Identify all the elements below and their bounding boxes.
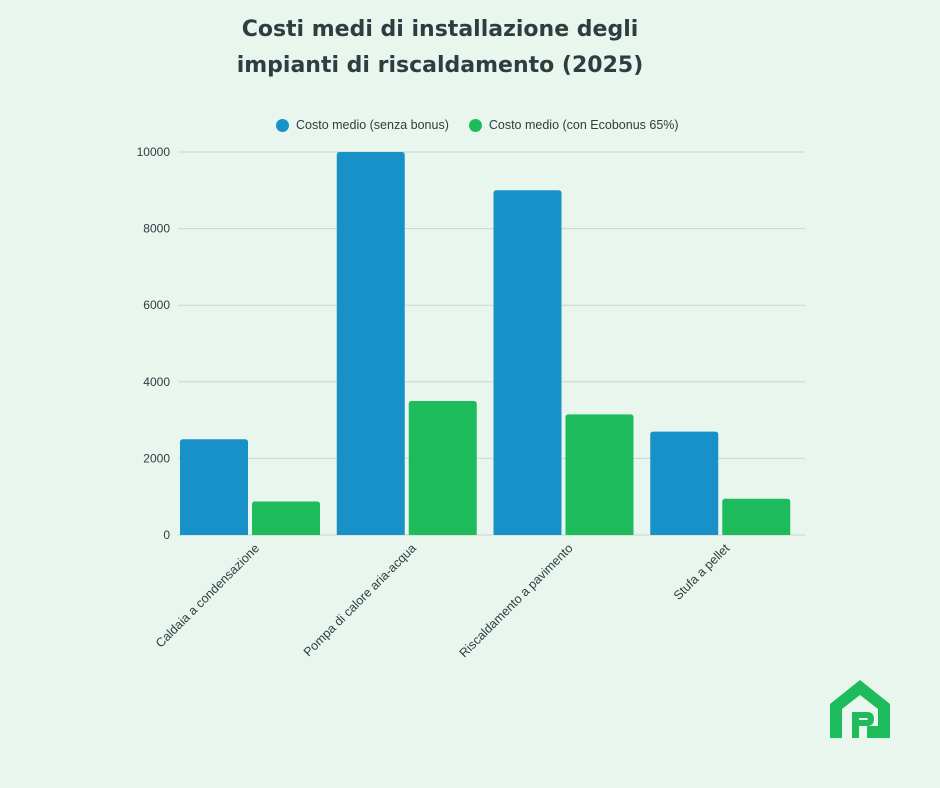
legend-swatch-blue: [276, 118, 289, 132]
y-tick-label: 10000: [137, 145, 171, 159]
x-category-label: Stufa a pellet: [671, 541, 733, 603]
y-tick-label: 4000: [143, 375, 170, 389]
y-tick-label: 0: [163, 528, 170, 542]
legend-swatch-green: [468, 118, 482, 132]
bar: [493, 190, 562, 536]
legend-item-ecobonus: Costo medio (con Ecobonus 65%): [468, 118, 679, 132]
legend-label-senza-bonus: Costo medio (senza bonus): [296, 118, 449, 132]
bar: [336, 152, 405, 535]
bar: [408, 400, 477, 535]
y-tick-label: 8000: [143, 222, 170, 236]
bar: [722, 498, 791, 535]
x-category-label: Caldaia a condensazione: [153, 541, 262, 650]
house-p-logo-icon: [830, 680, 890, 738]
legend-item-senza-bonus: Costo medio (senza bonus): [276, 118, 449, 132]
y-tick-label: 6000: [143, 298, 170, 312]
chart-title-line-1: Costi medi di installazione degli: [241, 17, 639, 42]
bar: [565, 414, 634, 535]
bar: [180, 439, 248, 535]
bar: [650, 431, 719, 535]
x-category-label: Pompa di calore aria-acqua: [301, 541, 419, 659]
legend: Costo medio (senza bonus) Costo medio (c…: [276, 118, 679, 132]
y-tick-label: 2000: [143, 451, 170, 465]
bar: [252, 501, 320, 535]
legend-label-ecobonus: Costo medio (con Ecobonus 65%): [488, 118, 679, 132]
chart-title-line-2: impianti di riscaldamento (2025): [236, 53, 644, 78]
x-category-label: Riscaldamento a pavimento: [457, 541, 576, 660]
chart-title: Costi medi di installazione degli impian…: [0, 12, 880, 84]
